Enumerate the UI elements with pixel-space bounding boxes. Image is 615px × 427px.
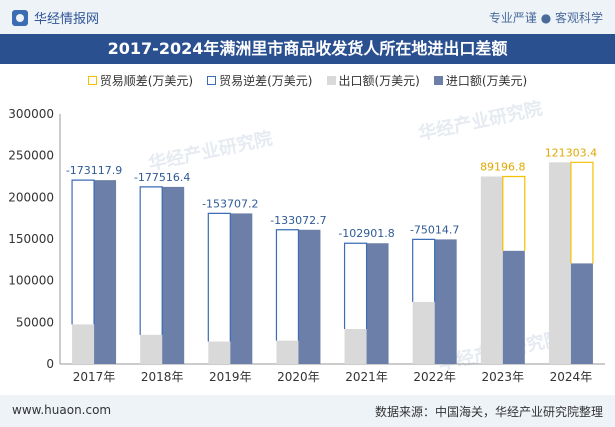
- brand-logo-icon: [12, 9, 28, 26]
- import-bar: [434, 239, 457, 364]
- deficit-outline: [343, 242, 368, 329]
- export-bar: [480, 176, 503, 364]
- legend-item-export: 出口额(万美元): [326, 72, 420, 89]
- x-tick-label: 2017年: [73, 370, 116, 384]
- y-tick-label: 150000: [8, 232, 54, 246]
- chart-title: 2017-2024年满洲里市商品收发货人所在地进出口差额: [0, 34, 615, 64]
- x-tick-label: 2024年: [550, 370, 593, 384]
- legend-swatch-deficit: [207, 76, 217, 85]
- deficit-outline: [412, 238, 436, 302]
- watermark: 华经产业研究院: [146, 127, 274, 175]
- balance-data-label: -173117.9: [66, 164, 122, 177]
- y-tick-label: 300000: [8, 107, 54, 121]
- export-bar: [140, 334, 163, 364]
- y-tick-label: 50000: [16, 315, 54, 329]
- tagline: 专业严谨 ● 客观科学: [488, 11, 603, 25]
- legend-item-import: 进口额(万美元): [433, 72, 528, 89]
- brand: 华经情报网: [12, 8, 99, 27]
- legend-item-surplus: 贸易顺差(万美元): [87, 72, 194, 89]
- balance-data-label: -75014.7: [410, 223, 459, 236]
- balance-data-label: -133072.7: [270, 214, 326, 227]
- deficit-outline: [139, 186, 163, 335]
- y-tick-label: 250000: [8, 149, 54, 163]
- y-tick-label: 100000: [8, 274, 54, 288]
- legend-swatch-surplus: [87, 76, 97, 85]
- x-tick-label: 2020年: [277, 370, 320, 384]
- x-tick-label: 2023年: [482, 370, 525, 384]
- legend-label-deficit: 贸易逆差(万美元): [219, 74, 313, 88]
- import-bar: [366, 243, 389, 364]
- deficit-outline: [275, 229, 300, 341]
- footer-source: 数据来源：中国海关，华经产业研究院整理: [374, 405, 603, 419]
- chart-plot: 华经产业研究院华经产业研究院华经产业研究院0500001000001500002…: [8, 97, 605, 384]
- import-bar: [94, 180, 117, 364]
- balance-data-label: 121303.4: [545, 146, 598, 159]
- top-bar: 华经情报网 专业严谨 ● 客观科学: [0, 0, 615, 34]
- y-tick-label: 200000: [8, 190, 54, 204]
- footer-site: www.huaon.com: [12, 403, 112, 417]
- balance-data-label: -153707.2: [202, 197, 258, 210]
- balance-data-label: -102901.8: [338, 227, 394, 240]
- legend: 贸易顺差(万美元) 贸易逆差(万美元) 出口额(万美元) 进口额(万美元): [0, 72, 615, 89]
- export-bar: [208, 341, 231, 364]
- import-bar: [298, 229, 321, 364]
- balance-data-label: -177516.4: [134, 171, 190, 184]
- legend-label-surplus: 贸易顺差(万美元): [99, 74, 194, 88]
- x-tick-label: 2021年: [345, 370, 388, 384]
- import-bar: [162, 186, 185, 364]
- watermark: 华经产业研究院: [416, 97, 544, 145]
- export-bar: [548, 162, 571, 364]
- x-tick-label: 2018年: [141, 370, 184, 384]
- legend-swatch-import: [433, 76, 443, 85]
- export-bar: [72, 324, 95, 364]
- legend-swatch-export: [326, 76, 336, 85]
- surplus-outline: [570, 161, 594, 264]
- legend-label-export: 出口额(万美元): [338, 74, 420, 88]
- y-tick-label: 0: [46, 357, 54, 371]
- deficit-outline: [71, 179, 95, 325]
- export-bar: [344, 329, 367, 364]
- x-tick-label: 2022年: [413, 370, 456, 384]
- export-bar: [276, 340, 299, 364]
- import-bar: [502, 250, 525, 364]
- deficit-outline: [207, 212, 231, 342]
- import-bar: [570, 263, 593, 364]
- legend-item-deficit: 贸易逆差(万美元): [207, 72, 313, 89]
- export-bar: [412, 301, 435, 364]
- x-tick-label: 2019年: [209, 370, 252, 384]
- balance-data-label: 89196.8: [480, 161, 526, 174]
- surplus-outline: [502, 175, 526, 251]
- brand-name: 华经情报网: [34, 12, 100, 27]
- footer: www.huaon.com 数据来源：中国海关，华经产业研究院整理: [0, 395, 615, 427]
- legend-label-import: 进口额(万美元): [445, 74, 528, 88]
- import-bar: [230, 213, 253, 364]
